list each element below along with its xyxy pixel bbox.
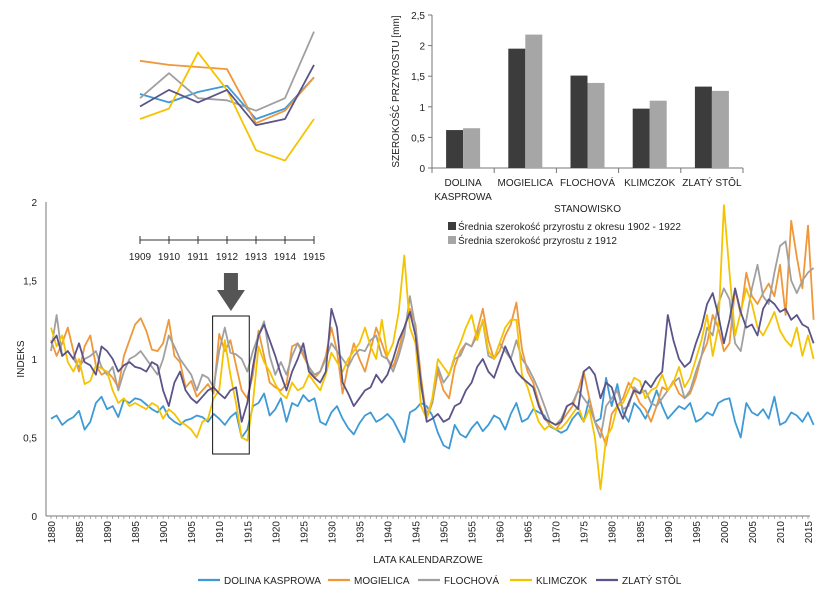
x-tick-label: 1980 bbox=[608, 521, 619, 544]
x-tick-label: 2015 bbox=[804, 521, 815, 544]
x-tick-label: 1910 bbox=[215, 521, 226, 544]
inset-x-tick-label: 1909 bbox=[129, 252, 152, 263]
bar-legend-swatch bbox=[448, 236, 456, 244]
bar-bar_light bbox=[463, 128, 481, 168]
inset-x-tick-label: 1915 bbox=[303, 252, 326, 263]
bar-y-tick-label: 2,5 bbox=[411, 11, 425, 22]
bar-bar_dark bbox=[570, 75, 588, 168]
series-line-zlaty bbox=[50, 287, 815, 426]
bar-bar_light bbox=[525, 34, 543, 168]
x-tick-label: 1915 bbox=[243, 521, 254, 544]
bar-category-label: FLOCHOVÁ bbox=[560, 176, 615, 189]
bar-y-tick-label: 0,5 bbox=[411, 133, 425, 144]
bar-bar_dark bbox=[446, 130, 464, 168]
inset-series-line-zlaty bbox=[139, 64, 315, 127]
legend-label: KLIMCZOK bbox=[536, 576, 587, 587]
bar-y-tick-label: 1,5 bbox=[411, 72, 425, 83]
down-arrow-icon bbox=[216, 273, 245, 311]
series-line-klimczok bbox=[50, 204, 815, 491]
bar-x-axis-title: STANOWISKO bbox=[554, 204, 621, 215]
inset-series-line-mogielica bbox=[139, 59, 315, 125]
legend-label: DOLINA KASPROWA bbox=[224, 576, 321, 587]
y-tick-label: 1 bbox=[31, 355, 37, 366]
bar-y-axis-title: SZEROKOŚĆ PRZYROSTU [mm] bbox=[389, 15, 402, 167]
bar-bar_dark bbox=[694, 86, 712, 168]
bar-legend-label: Średnia szerokość przyrostu z okresu 190… bbox=[458, 220, 681, 233]
x-tick-label: 1990 bbox=[664, 521, 675, 544]
legend-label: ZLATÝ STÔL bbox=[622, 574, 682, 587]
x-tick-label: 1965 bbox=[524, 521, 535, 544]
y-tick-label: 2 bbox=[31, 198, 37, 209]
x-tick-label: 1935 bbox=[355, 521, 366, 544]
bar-y-tick-label: 1 bbox=[419, 103, 425, 114]
inset-series-line-flochova bbox=[139, 31, 315, 112]
inset-x-tick-label: 1910 bbox=[158, 252, 181, 263]
x-tick-label: 1930 bbox=[327, 521, 338, 544]
inset-x-tick-label: 1914 bbox=[274, 252, 297, 263]
bar-y-tick-label: 0 bbox=[419, 164, 425, 175]
bar-bar_light bbox=[649, 100, 667, 168]
bar-bar_light bbox=[587, 82, 605, 168]
x-tick-label: 1890 bbox=[103, 521, 114, 544]
bar-chart: 0 0,5 1 1,5 2 2,5 DOLINA KASPROWA MOGIELICA FLOCH… bbox=[389, 11, 744, 247]
main-legend: DOLINA KASPROWA MOGIELICA FLOCHOVÁ KLIMCZOK… bbox=[198, 574, 682, 587]
bar-category-label: MOGIELICA bbox=[498, 178, 554, 189]
x-tick-label: 1960 bbox=[496, 521, 507, 544]
inset-x-tick-label: 1911 bbox=[187, 252, 209, 263]
x-tick-label: 1985 bbox=[636, 521, 647, 544]
x-tick-label: 1920 bbox=[271, 521, 282, 544]
x-tick-label: 1950 bbox=[440, 521, 451, 544]
x-tick-label: 1975 bbox=[580, 521, 591, 544]
y-tick-label: 1,5 bbox=[23, 277, 37, 288]
x-tick-label: 1880 bbox=[47, 521, 58, 544]
x-tick-label: 2005 bbox=[748, 521, 759, 544]
x-tick-label: 1970 bbox=[552, 521, 563, 544]
x-tick-label: 1955 bbox=[468, 521, 479, 544]
bar-category-label: KASPROWA bbox=[434, 192, 492, 203]
bar-bar_dark bbox=[632, 108, 650, 168]
bar-bar_dark bbox=[508, 48, 526, 168]
inset-series-line-dolina bbox=[139, 76, 315, 120]
x-tick-label: 2000 bbox=[720, 521, 731, 544]
bar-legend-swatch bbox=[448, 222, 456, 230]
x-axis-title: LATA KALENDARZOWE bbox=[373, 555, 483, 566]
inset-line-chart: 1909 1910 1911 1912 1913 1914 1915 bbox=[129, 31, 326, 263]
bar-legend-label: Średnia szerokość przyrostu z 1912 bbox=[458, 234, 617, 247]
bar-category-label: KLIMCZOK bbox=[624, 178, 675, 189]
x-tick-label: 1995 bbox=[692, 521, 703, 544]
y-tick-label: 0,5 bbox=[23, 434, 37, 445]
x-tick-label: 1940 bbox=[383, 521, 394, 544]
bar-category-label: ZLATÝ STÔL bbox=[682, 176, 742, 189]
inset-x-tick-label: 1912 bbox=[216, 252, 239, 263]
x-tick-label: 1945 bbox=[411, 521, 422, 544]
y-axis-title: INDEKS bbox=[16, 340, 27, 378]
highlight-box bbox=[212, 315, 250, 455]
bar-bar_light bbox=[711, 90, 729, 168]
x-tick-label: 1895 bbox=[131, 521, 142, 544]
x-tick-label: 2010 bbox=[776, 521, 787, 544]
x-tick-label: 1905 bbox=[187, 521, 198, 544]
bar-category-label: DOLINA bbox=[444, 178, 482, 189]
x-tick-label: 1885 bbox=[75, 521, 86, 544]
x-tick-label: 1900 bbox=[159, 521, 170, 544]
series-line-dolina bbox=[50, 376, 815, 450]
inset-x-tick-label: 1913 bbox=[245, 252, 268, 263]
legend-label: MOGIELICA bbox=[354, 576, 410, 587]
main-line-chart: 0 0,5 1 1,5 2 1880 1885 1890 1895 1900 1905 1910 191… bbox=[16, 198, 815, 566]
y-tick-label: 0 bbox=[31, 512, 37, 523]
series-line-flochova bbox=[50, 240, 815, 439]
legend-label: FLOCHOVÁ bbox=[444, 574, 499, 587]
bar-y-tick-label: 2 bbox=[419, 42, 425, 53]
x-tick-label: 1925 bbox=[299, 521, 310, 544]
